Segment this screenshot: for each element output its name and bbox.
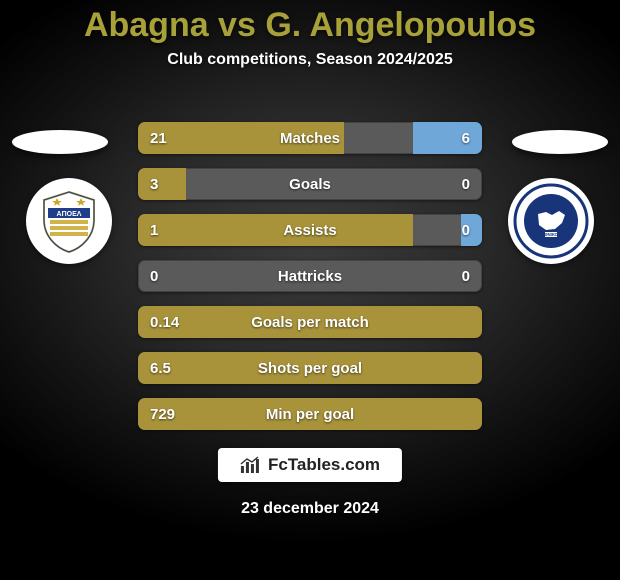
page-title: Abagna vs G. Angelopoulos: [0, 0, 620, 45]
svg-text:ΑΠΟΕΛ: ΑΠΟΕΛ: [57, 211, 82, 218]
stat-right-value: 6: [450, 122, 482, 154]
player-right-silhouette: [512, 130, 608, 154]
stat-row: 10Assists: [138, 214, 482, 246]
stat-label: Goals: [138, 168, 482, 200]
player-left-silhouette: [12, 130, 108, 154]
club-badge-right: ΕΘΝΙΚΟΣ: [508, 178, 594, 264]
ellipse-icon: [512, 130, 608, 154]
stat-row: 0 0Hattricks: [138, 260, 482, 292]
stat-left-value: 3: [138, 168, 170, 200]
stat-left-value: 21: [138, 122, 179, 154]
stat-row: 729Min per goal: [138, 398, 482, 430]
stat-left-fill: [138, 214, 413, 246]
svg-text:ΕΘΝΙΚΟΣ: ΕΘΝΙΚΟΣ: [542, 232, 561, 237]
stat-row: 3 0Goals: [138, 168, 482, 200]
content: Abagna vs G. Angelopoulos Club competiti…: [0, 0, 620, 580]
stat-left-value: 0.14: [138, 306, 191, 338]
stat-label: Hattricks: [138, 260, 482, 292]
stat-left-value: 729: [138, 398, 187, 430]
stat-row: 6.5Shots per goal: [138, 352, 482, 384]
stat-left-fill: [138, 398, 482, 430]
subtitle: Club competitions, Season 2024/2025: [0, 51, 620, 69]
stat-left-fill: [138, 352, 482, 384]
apoel-crest-icon: ΑΠΟΕΛ: [34, 186, 104, 256]
ethnikos-crest-icon: ΕΘΝΙΚΟΣ: [512, 182, 590, 260]
stat-row: 0.14Goals per match: [138, 306, 482, 338]
stat-row: 216Matches: [138, 122, 482, 154]
stat-right-value: 0: [450, 168, 482, 200]
stat-right-value: 0: [450, 260, 482, 292]
comparison-bars: 216Matches30Goals10Assists00Hattricks0.1…: [138, 122, 482, 444]
stat-right-value: 0: [450, 214, 482, 246]
stat-left-value: 1: [138, 214, 170, 246]
ellipse-icon: [12, 130, 108, 154]
date-text: 23 december 2024: [0, 500, 620, 518]
brand-text: FcTables.com: [268, 455, 380, 475]
stat-left-value: 6.5: [138, 352, 183, 384]
chart-icon: [240, 456, 260, 474]
brand-pill[interactable]: FcTables.com: [218, 448, 402, 482]
stat-left-value: 0: [138, 260, 170, 292]
club-badge-left: ΑΠΟΕΛ: [26, 178, 112, 264]
